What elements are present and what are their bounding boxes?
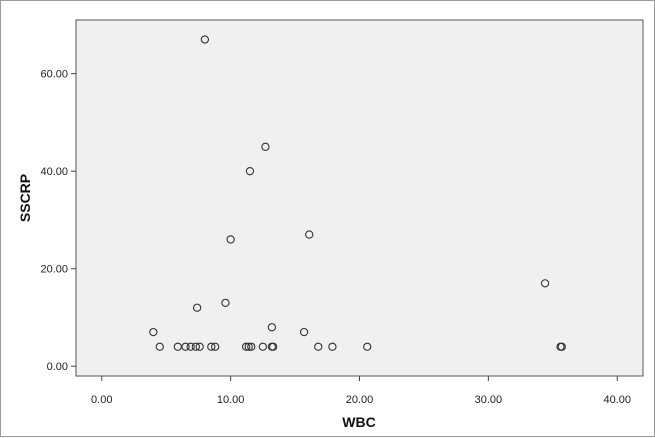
data-point xyxy=(221,298,230,307)
data-point xyxy=(245,167,255,176)
data-point xyxy=(207,342,216,351)
data-point xyxy=(241,342,251,351)
data-point xyxy=(314,342,323,351)
y-tick-label: 20.00 xyxy=(40,264,68,276)
x-axis: 0.00 10.00 20.00 30.00 40.00 xyxy=(91,376,631,406)
data-point xyxy=(299,327,309,337)
data-point xyxy=(363,342,372,351)
x-tick-label: 10.00 xyxy=(217,394,245,406)
data-point xyxy=(557,342,566,351)
data-point xyxy=(181,342,190,351)
data-point xyxy=(258,342,268,351)
data-point xyxy=(226,235,235,244)
data-point xyxy=(540,279,550,288)
y-axis-title: SSCRP xyxy=(17,174,33,222)
plot-area xyxy=(75,19,644,377)
data-point xyxy=(247,342,256,351)
data-point xyxy=(149,327,158,337)
data-point xyxy=(186,342,195,351)
data-point xyxy=(155,342,164,351)
y-tick-label: 60.00 xyxy=(40,69,68,81)
x-tick-label: 40.00 xyxy=(603,394,631,406)
data-point xyxy=(192,303,202,312)
y-axis: 0.00 20.00 40.00 60.00 xyxy=(40,69,76,373)
x-axis-title: WBC xyxy=(342,414,375,430)
x-tick-label: 0.00 xyxy=(91,394,112,406)
data-point xyxy=(200,35,210,44)
data-points xyxy=(149,35,566,351)
data-point xyxy=(269,342,278,351)
data-point xyxy=(261,142,270,151)
data-point xyxy=(195,342,204,351)
data-point xyxy=(328,342,337,351)
y-tick-label: 0.00 xyxy=(47,361,68,373)
x-tick-label: 20.00 xyxy=(346,394,374,406)
y-tick-label: 40.00 xyxy=(40,166,68,178)
data-point xyxy=(305,230,314,239)
data-point xyxy=(244,342,253,351)
data-point xyxy=(211,342,220,351)
data-point xyxy=(191,342,200,351)
x-tick-label: 30.00 xyxy=(475,394,503,406)
data-point xyxy=(267,323,277,332)
